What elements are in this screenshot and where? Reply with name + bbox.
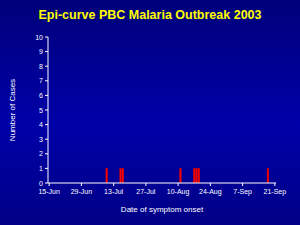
x-tick (113, 183, 114, 186)
y-tick-label: 7 (39, 77, 43, 84)
y-tick-label: 5 (39, 107, 43, 114)
y-tick-label: 6 (39, 92, 43, 99)
x-tick-label: 7-Sep (233, 188, 252, 196)
x-tick (210, 183, 211, 186)
y-tick-label: 2 (39, 150, 43, 157)
bars (106, 168, 269, 183)
y-tick-label: 9 (39, 48, 43, 55)
y-tick-label: 0 (39, 180, 43, 187)
x-tick-label: 24-Aug (199, 188, 222, 196)
x-tick-label: 27-Jul (136, 188, 156, 195)
y-tick-label: 1 (39, 165, 43, 172)
x-tick (81, 183, 82, 186)
x-axis-label: Date of symptom onset (121, 205, 204, 214)
x-tick-label: 13-Jul (104, 188, 124, 195)
bar (196, 168, 198, 183)
x-tick (145, 183, 146, 186)
bar (267, 168, 269, 183)
y-tick-label: 4 (39, 121, 43, 128)
x-tick (49, 183, 50, 186)
x-tick (274, 183, 275, 186)
chart: Epi-curve PBC Malaria Outbreak 2003 Numbe… (0, 0, 300, 225)
bar (198, 168, 200, 183)
x-tick-label: 29-Jun (71, 188, 93, 195)
bar (180, 168, 182, 183)
x-tick (178, 183, 179, 186)
title: Epi-curve PBC Malaria Outbreak 2003 (38, 8, 261, 22)
y-tick-label: 3 (39, 136, 43, 143)
x-tick-label: 21-Sep (264, 188, 287, 196)
bar (193, 168, 195, 183)
bar (122, 168, 124, 183)
bar (120, 168, 122, 183)
x-axis (48, 183, 276, 184)
y-axis (48, 37, 49, 183)
x-tick-label: 15-Jun (38, 188, 60, 195)
x-tick-label: 10-Aug (167, 188, 190, 196)
x-tick (242, 183, 243, 186)
y-tick-label: 10 (35, 34, 43, 41)
bar (106, 168, 108, 183)
y-axis-label: Number of Cases (8, 79, 17, 141)
y-tick-label: 8 (39, 63, 43, 70)
